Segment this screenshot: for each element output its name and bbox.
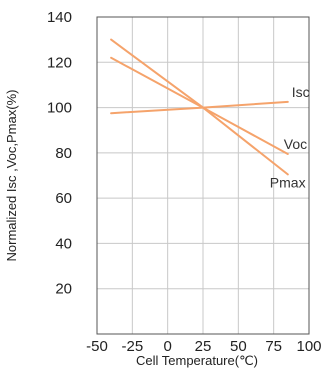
y-tick-label: 40	[55, 235, 72, 252]
series-label-voc: Voc	[284, 136, 307, 152]
series-group	[110, 38, 289, 176]
x-tick-label: 100	[296, 338, 321, 355]
series-label-pmax: Pmax	[270, 174, 306, 190]
plot-frame	[96, 16, 310, 335]
x-tick-label: 75	[265, 338, 282, 355]
series-labels: Isc Voc Pmax	[270, 84, 310, 190]
y-tick-label: 60	[55, 190, 72, 207]
y-tick-label: 80	[55, 145, 72, 162]
y-axis-title: Normalized Isc ,Voc,Pmax(%)	[4, 90, 19, 262]
y-tick-label: 140	[47, 9, 72, 26]
series-label-isc: Isc	[292, 84, 310, 100]
x-tick-label: -50	[86, 338, 108, 355]
y-tick-label: 120	[47, 54, 72, 71]
x-tick-label: 0	[163, 338, 171, 355]
y-tick-label: 20	[55, 281, 72, 298]
y-tick-labels: 20 40 60 80 100 120 140	[47, 9, 72, 298]
x-tick-label: -25	[121, 338, 143, 355]
series-line-pmax	[110, 38, 289, 176]
y-tick-label: 100	[47, 100, 72, 117]
x-tick-labels: -50 -25 0 25 50 75 100	[86, 338, 321, 355]
x-axis-title: Cell Temperature(℃)	[136, 353, 258, 368]
x-tick-label: 25	[195, 338, 212, 355]
x-tick-label: 50	[230, 338, 247, 355]
